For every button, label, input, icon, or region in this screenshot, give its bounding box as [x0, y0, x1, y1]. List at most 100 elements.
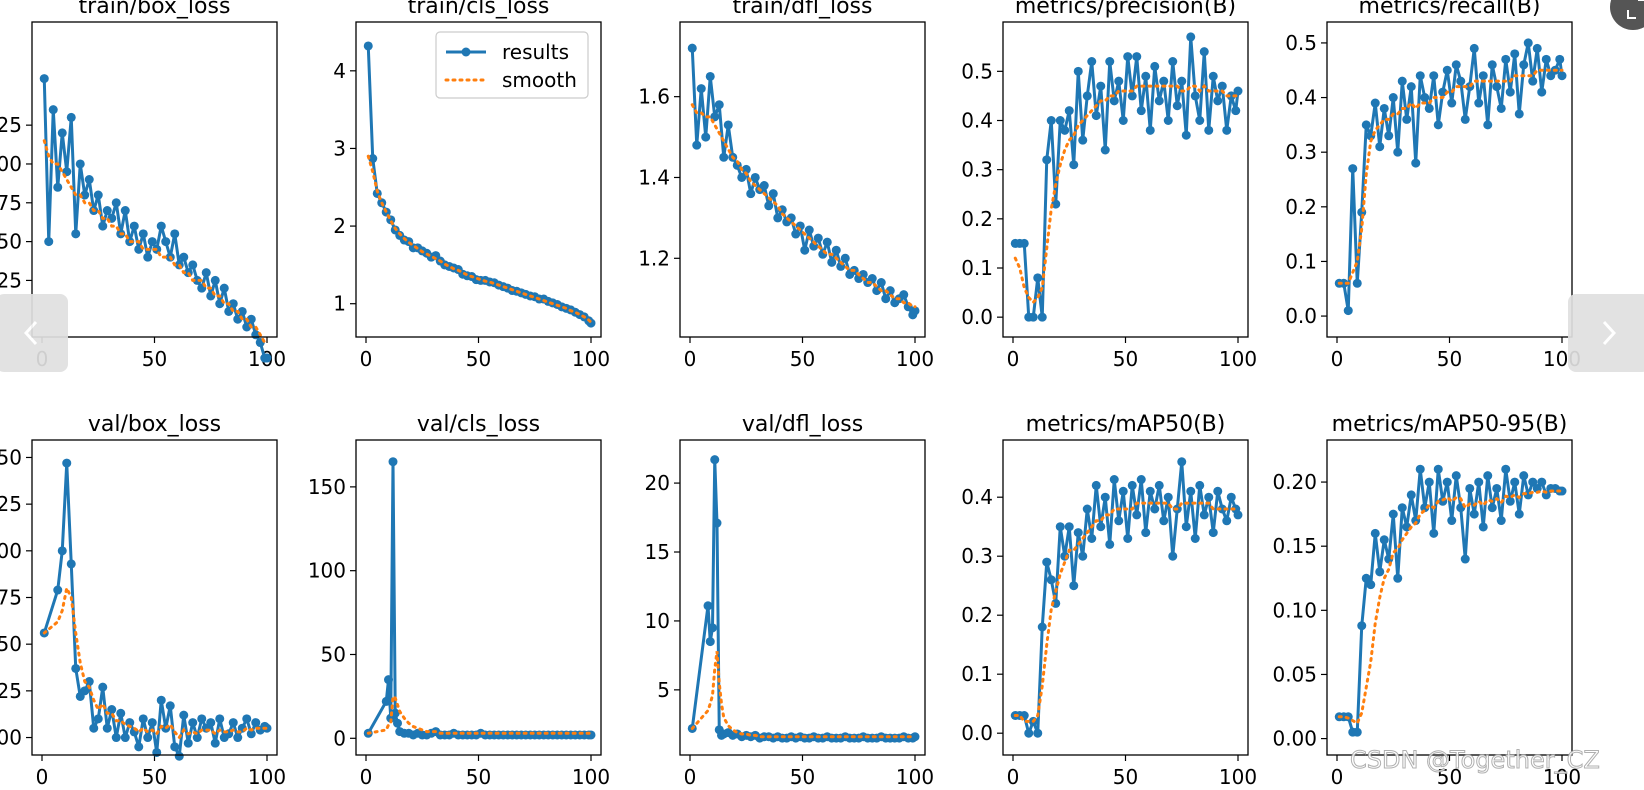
- previous-image-button[interactable]: [0, 294, 68, 372]
- results-point: [210, 275, 220, 285]
- results-point: [147, 237, 157, 247]
- expand-button[interactable]: [1610, 0, 1644, 30]
- results-point: [701, 132, 711, 142]
- results-point: [1078, 551, 1088, 561]
- results-point: [246, 729, 256, 739]
- results-point: [215, 714, 225, 724]
- results-point: [1555, 54, 1565, 64]
- results-point: [1042, 155, 1052, 165]
- results-point: [1474, 477, 1484, 487]
- results-point: [1100, 492, 1110, 502]
- results-point: [120, 206, 130, 216]
- results-point: [1150, 61, 1160, 71]
- results-point: [1145, 125, 1155, 135]
- results-point: [1087, 534, 1097, 543]
- results-point: [219, 283, 229, 293]
- results-point: [1375, 567, 1385, 577]
- results-point: [1168, 57, 1178, 66]
- results-point: [1091, 480, 1101, 490]
- results-point: [156, 221, 166, 231]
- results-point: [251, 718, 261, 728]
- subplot-3: metrics/precision(B) 0 50 100 0.0 0.1 0.2 0.3 0.…: [961, 0, 1257, 371]
- results-point: [1033, 273, 1043, 283]
- results-point: [1483, 120, 1493, 130]
- results-point: [710, 455, 720, 465]
- results-point: [143, 252, 153, 262]
- results-point: [696, 84, 706, 94]
- results-point: [1226, 492, 1236, 502]
- results-point: [1042, 557, 1052, 567]
- results-point: [1145, 486, 1155, 496]
- subplot-title: metrics/precision(B): [1015, 0, 1236, 19]
- results-point: [102, 206, 112, 216]
- x-tick-label: 50: [790, 765, 815, 789]
- results-point: [1159, 516, 1169, 526]
- legend-results-marker: [461, 47, 471, 57]
- results-point: [1460, 114, 1470, 124]
- results-series-line: [690, 48, 917, 317]
- subplot-title: train/box_loss: [79, 0, 231, 19]
- results-series-line: [42, 78, 267, 360]
- y-tick-label: 0.2: [1285, 195, 1317, 219]
- results-point: [381, 696, 391, 706]
- results-point: [1487, 503, 1497, 513]
- results-point: [867, 274, 877, 284]
- results-point: [692, 140, 702, 150]
- results-point: [1028, 312, 1038, 322]
- subplot-9: metrics/mAP50-95(B) 0 50 100 0.00 0.05 0.10 0.1…: [1272, 412, 1581, 789]
- results-point: [1397, 503, 1407, 513]
- results-point: [1213, 486, 1223, 496]
- results-point: [1033, 728, 1043, 738]
- results-point: [1172, 101, 1182, 111]
- results-point: [1514, 109, 1524, 119]
- axes-frame: [1326, 439, 1573, 756]
- y-tick-label: 100: [308, 559, 346, 583]
- results-point: [165, 701, 175, 711]
- results-point: [1393, 147, 1403, 157]
- results-point: [703, 601, 713, 611]
- smooth-series-line: [42, 583, 269, 741]
- axes-frame: [31, 21, 278, 338]
- axes-frame: [355, 21, 602, 338]
- results-point: [1523, 38, 1533, 48]
- results-point: [1496, 103, 1506, 113]
- results-point: [53, 585, 63, 595]
- y-tick-label: 0.1: [1285, 249, 1317, 273]
- results-point: [1379, 535, 1389, 545]
- chevron-left-icon: [23, 320, 38, 346]
- next-image-button[interactable]: [1568, 294, 1644, 372]
- y-tick-label: 5: [657, 678, 670, 702]
- results-point: [228, 299, 238, 309]
- results-point: [1177, 457, 1187, 467]
- y-tick-label: .25: [0, 113, 22, 137]
- results-point: [1469, 43, 1479, 53]
- results-point: [1199, 47, 1209, 57]
- results-point: [53, 182, 63, 192]
- x-tick-label: 100: [1219, 347, 1257, 371]
- y-tick-label: .75: [0, 191, 22, 215]
- y-tick-label: 2: [333, 214, 346, 238]
- results-point: [197, 714, 207, 724]
- results-point: [1384, 131, 1394, 141]
- y-tick-label: 0.0: [1285, 304, 1317, 328]
- y-tick-label: 0.20: [1272, 470, 1317, 494]
- x-tick-label: 0: [360, 347, 373, 371]
- results-point: [161, 237, 171, 247]
- results-point: [1501, 464, 1511, 474]
- results-point: [1100, 145, 1110, 155]
- results-point: [39, 74, 49, 84]
- expand-icon: [1627, 0, 1644, 19]
- results-point: [687, 43, 697, 53]
- results-point: [831, 245, 841, 255]
- results-point: [1429, 71, 1439, 81]
- results-point: [1064, 106, 1074, 116]
- results-point: [66, 112, 76, 122]
- results-series-line: [42, 461, 268, 758]
- results-point: [1051, 199, 1061, 209]
- results-point: [57, 546, 67, 556]
- results-point: [1424, 103, 1434, 113]
- results-point: [791, 229, 801, 239]
- results-point: [111, 733, 121, 743]
- subplot-title: train/cls_loss: [408, 0, 550, 19]
- results-point: [1181, 130, 1191, 140]
